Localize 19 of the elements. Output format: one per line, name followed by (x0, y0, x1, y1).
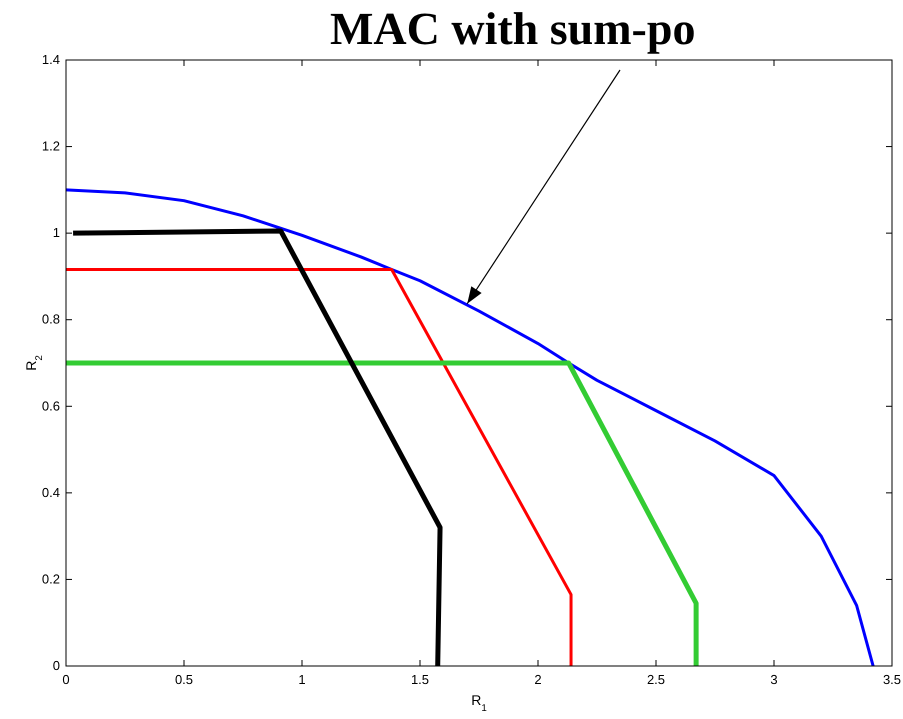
x-tick-label: 1 (298, 672, 306, 687)
y-tick-label: 0 (52, 658, 60, 673)
x-tick-label: 2.5 (646, 672, 666, 687)
y-tick-label: 0.8 (42, 312, 60, 327)
x-tick-label: 2 (534, 672, 542, 687)
y-tick-label: 0.2 (42, 571, 60, 586)
y-tick-label: 1.4 (42, 52, 60, 67)
x-tick-label: 3.5 (882, 672, 902, 687)
x-tick-label: 0.5 (174, 672, 194, 687)
x-tick-label: 3 (770, 672, 778, 687)
y-tick-label: 0.4 (42, 484, 60, 500)
line-series (64, 188, 875, 668)
y-tick-label: 0.6 (42, 398, 60, 414)
annotation: MAC with sum-po (330, 3, 696, 54)
y-tick-label: 1.2 (42, 138, 60, 154)
x-tick-label: 0 (62, 672, 70, 687)
y-tick-label: 1 (52, 225, 60, 240)
x-axis-title: R$_{1}$ (471, 692, 487, 714)
x-tick-label: 1.5 (410, 672, 430, 687)
